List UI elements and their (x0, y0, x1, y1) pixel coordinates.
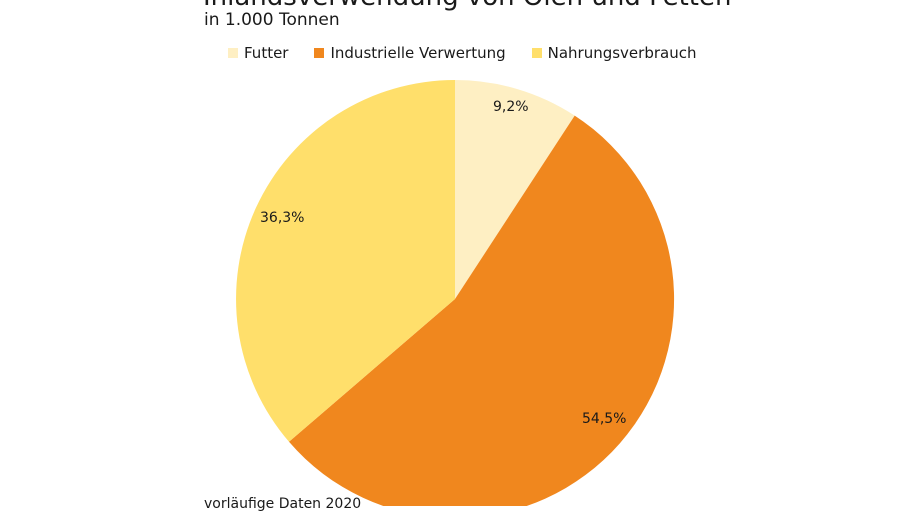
pie-slice-nahrungsverbrauch (236, 80, 455, 442)
chart-title: Inlandsverwendung von Ölen und Fetten (203, 0, 731, 12)
slice-label-nahrungsverbrauch: 36,3% (260, 210, 305, 226)
legend-label: Nahrungsverbrauch (547, 44, 697, 62)
legend-label: Industrielle Verwertung (330, 44, 506, 62)
legend-label: Futter (244, 44, 289, 62)
legend-item-futter: Futter (228, 44, 288, 62)
legend-item-nahrungsverbrauch: Nahrungsverbrauch (531, 44, 697, 62)
pie-slice-futter (455, 79, 575, 299)
chart-legend: Futter Industrielle Verwertung Nahrungsv… (228, 44, 722, 62)
legend-swatch-nahrungsverbrauch (531, 48, 542, 58)
legend-swatch-futter (228, 48, 238, 58)
legend-item-industrielle-verwertung: Industrielle Verwertung (314, 44, 506, 62)
slice-label-industrielle-verwertung: 54,5% (582, 411, 627, 427)
pie-slice-industrielle-verwertung (289, 115, 675, 506)
slice-label-futter: 9,2% (493, 99, 529, 115)
legend-swatch-industrielle-verwertung (314, 48, 325, 58)
footnote: vorläufige Daten 2020 (204, 496, 362, 512)
chart-subtitle: in 1.000 Tonnen (204, 10, 340, 30)
